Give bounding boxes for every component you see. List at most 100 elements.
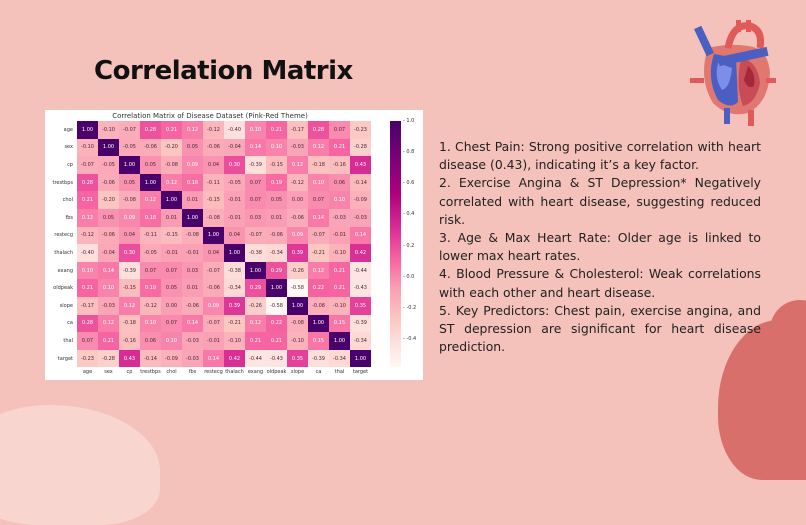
heatmap-cell: 0.14: [182, 314, 203, 333]
y-tick-label: target: [57, 355, 73, 362]
heatmap-cell: -0.10: [329, 244, 350, 262]
heatmap-cell: -0.01: [161, 244, 182, 262]
heatmap-cell: -0.03: [182, 349, 203, 368]
heatmap-cell: 0.19: [266, 173, 287, 192]
y-tick-label: thal: [63, 337, 73, 344]
heatmap-cell: 0.06: [140, 332, 161, 350]
heatmap-cell: -0.16: [329, 156, 350, 174]
x-tick-label: oldpeak: [266, 369, 287, 375]
heatmap-cell: 0.05: [140, 156, 161, 174]
heatmap-cell: 0.10: [140, 314, 161, 333]
heatmap-cell: 0.09: [287, 226, 308, 245]
y-tick-label: trestbps: [52, 179, 73, 186]
heatmap-cell: 1.00: [182, 208, 203, 227]
heatmap-cell: 1.00: [308, 314, 329, 333]
insight-item: 1. Chest Pain: Strong positive correlati…: [439, 139, 761, 173]
y-tick-label: thalach: [54, 249, 73, 256]
heatmap-cell: -0.05: [119, 138, 140, 157]
heatmap-cell: 0.22: [266, 314, 287, 333]
heatmap-cell: -0.12: [203, 121, 224, 139]
heatmap-cell: 0.01: [161, 208, 182, 227]
heatmap-cell: -0.26: [245, 296, 266, 315]
y-tick-label: chol: [62, 197, 73, 204]
correlation-heatmap: Correlation Matrix of Disease Dataset (P…: [45, 110, 423, 380]
heatmap-cell: 0.14: [245, 138, 266, 157]
heatmap-grid: 1.00 -0.10 -0.07 0.28 0.21 0.12 -0.12 -0.40 0.10…: [77, 121, 371, 368]
heatmap-cell: -0.34: [350, 332, 371, 350]
heatmap-cell: 0.07: [308, 191, 329, 209]
heatmap-cell: 0.15: [308, 332, 329, 350]
heatmap-cell: 0.21: [329, 279, 350, 297]
x-axis-labels: age sex cp trestbps chol fbs restecg thalach exa…: [77, 369, 371, 375]
heatmap-cell: 0.12: [119, 296, 140, 315]
heatmap-cell: -0.01: [203, 332, 224, 350]
heatmap-cell: -0.12: [140, 296, 161, 315]
insight-item: 3. Age & Max Heart Rate: Older age is li…: [439, 230, 761, 264]
y-tick-label: cp: [67, 161, 73, 168]
heatmap-cell: -0.06: [140, 138, 161, 157]
heatmap-cell: -0.03: [329, 208, 350, 227]
heatmap-cell: 0.00: [287, 191, 308, 209]
colorbar-ticks: - 1.0 - 0.8 - 0.6 - 0.4 - 0.2 - 0.0 - -0.2 - -0…: [403, 118, 423, 367]
heatmap-cell: -0.08: [287, 314, 308, 333]
heatmap-cell: 0.21: [161, 121, 182, 139]
heatmap-cell: 0.10: [77, 261, 98, 280]
heatmap-cell: 0.28: [140, 121, 161, 139]
heatmap-cell: -0.06: [203, 279, 224, 297]
heatmap-cell: -0.21: [308, 244, 329, 262]
heatmap-cell: 0.12: [245, 314, 266, 333]
heatmap-cell: -0.12: [77, 226, 98, 245]
heatmap-cell: -0.03: [98, 296, 119, 315]
heatmap-cell: 0.12: [140, 191, 161, 209]
heatmap-cell: 0.12: [161, 173, 182, 192]
heatmap-cell: 0.04: [203, 156, 224, 174]
heatmap-cell: -0.17: [77, 296, 98, 315]
x-tick-label: restecg: [204, 369, 223, 375]
heatmap-cell: -0.04: [98, 244, 119, 262]
heatmap-cell: 0.04: [224, 226, 245, 245]
x-tick-label: thal: [334, 369, 345, 375]
heatmap-cell: -0.08: [161, 156, 182, 174]
heatmap-cell: 0.09: [203, 296, 224, 315]
heatmap-cell: -0.07: [119, 121, 140, 139]
heatmap-cell: 1.00: [203, 226, 224, 245]
heatmap-cell: 0.07: [245, 191, 266, 209]
colorbar-tick: - 0.2: [403, 242, 415, 249]
heatmap-cell: -0.23: [350, 121, 371, 139]
heatmap-cell: 1.00: [140, 173, 161, 192]
x-tick-label: chol: [166, 369, 177, 375]
heatmap-cell: -0.12: [287, 173, 308, 192]
heatmap-cell: 1.00: [161, 191, 182, 209]
heatmap-cell: 0.07: [77, 332, 98, 350]
heatmap-cell: -0.15: [203, 191, 224, 209]
heatmap-cell: -0.08: [182, 226, 203, 245]
heatmap-cell: 0.43: [119, 349, 140, 368]
heatmap-cell: -0.17: [287, 121, 308, 139]
heatmap-cell: 0.28: [77, 173, 98, 192]
heatmap-cell: -0.03: [287, 138, 308, 157]
heatmap-cell: -0.39: [308, 349, 329, 368]
colorbar-tick: - 0.8: [403, 149, 415, 156]
heatmap-cell: 0.39: [287, 244, 308, 262]
colorbar-tick: - -0.2: [403, 304, 417, 311]
heatmap-cell: 0.21: [77, 279, 98, 297]
heatmap-cell: -0.28: [350, 138, 371, 157]
heatmap-cell: -0.01: [182, 244, 203, 262]
heatmap-cell: -0.07: [308, 226, 329, 245]
heatmap-cell: -0.08: [203, 208, 224, 227]
slide-title: Correlation Matrix: [94, 56, 353, 86]
heatmap-cell: -0.06: [203, 138, 224, 157]
heatmap-cell: -0.20: [161, 138, 182, 157]
heatmap-cell: 0.05: [119, 173, 140, 192]
insight-item: 2. Exercise Angina & ST Depression* Nega…: [439, 175, 761, 227]
heatmap-cell: 0.18: [140, 208, 161, 227]
heatmap-cell: 0.21: [329, 261, 350, 280]
heatmap-cell: 0.12: [98, 314, 119, 333]
heatmap-cell: -0.58: [266, 296, 287, 315]
heatmap-cell: 0.10: [161, 332, 182, 350]
heatmap-cell: 1.00: [245, 261, 266, 280]
y-tick-label: ca: [67, 320, 73, 327]
heatmap-cell: 0.39: [224, 296, 245, 315]
heatmap-cell: 0.21: [266, 121, 287, 139]
heatmap-cell: 0.29: [266, 261, 287, 280]
